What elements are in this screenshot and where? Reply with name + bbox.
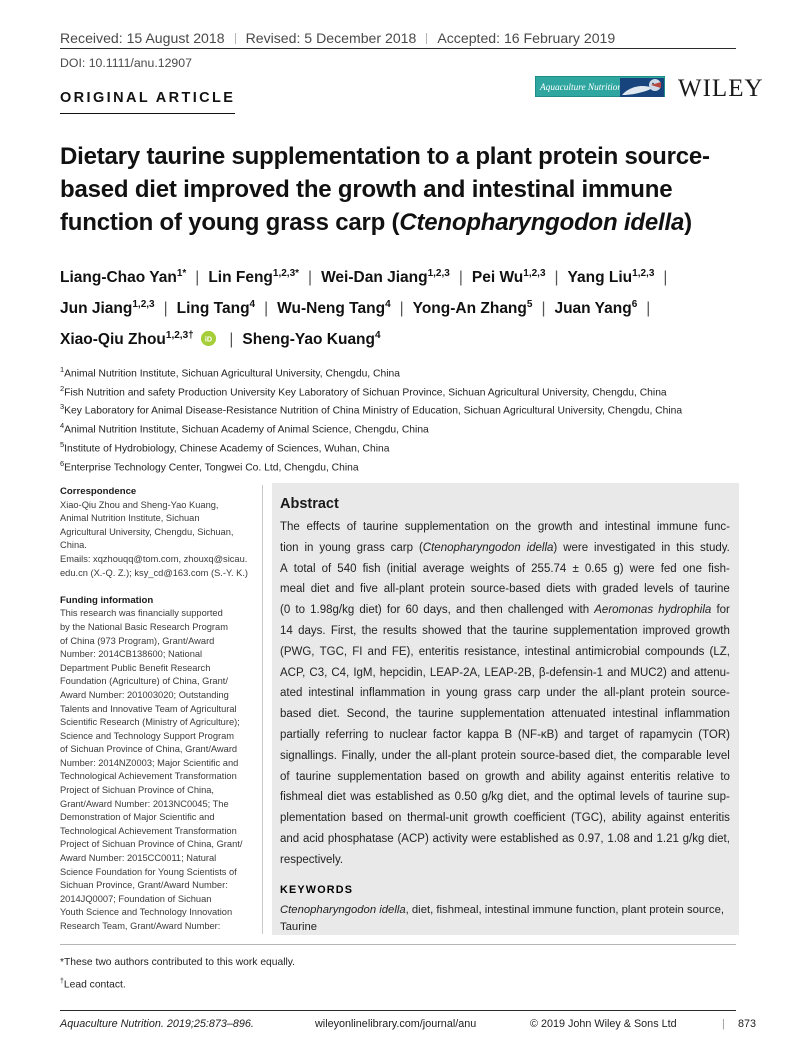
svg-text:iD: iD xyxy=(205,335,212,344)
svg-text:Aquaculture Nutrition: Aquaculture Nutrition xyxy=(539,83,622,93)
